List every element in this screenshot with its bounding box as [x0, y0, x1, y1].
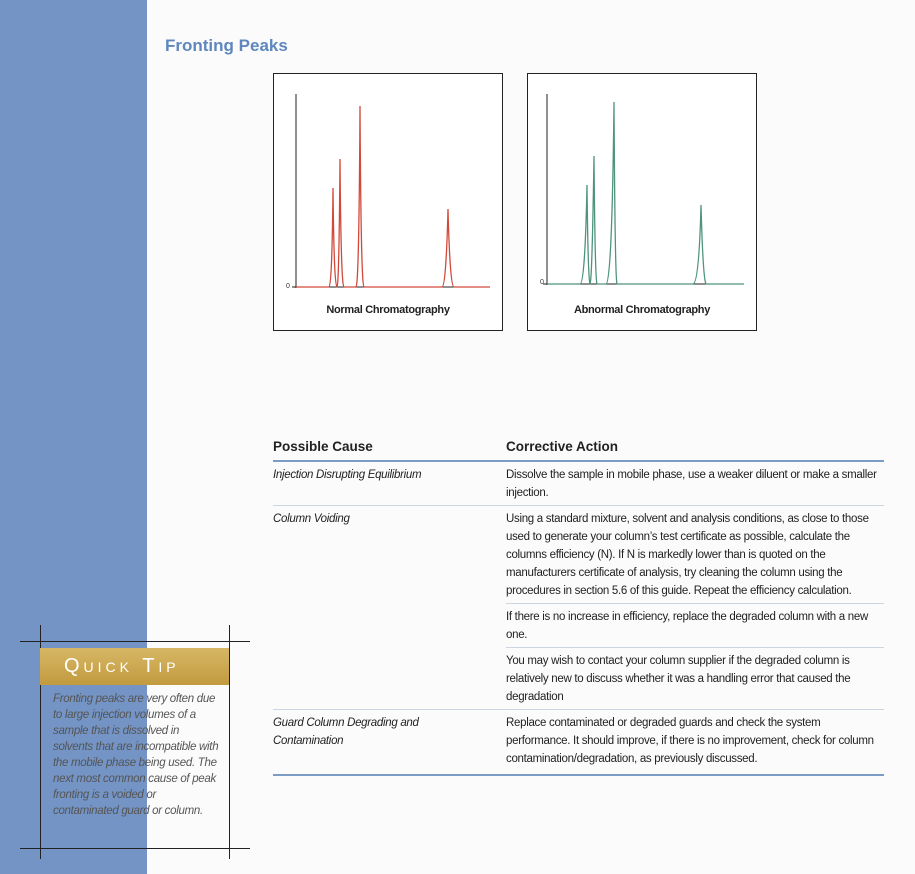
- side-strip: [0, 0, 147, 874]
- figure: 0 Normal Chromatography: [273, 73, 503, 331]
- column-header: Corrective Action: [506, 438, 884, 462]
- quick-tip-text: Fronting peaks are very often due to lar…: [53, 693, 219, 817]
- action: You may wish to contact your column supp…: [506, 647, 884, 710]
- axis-label: 0: [286, 283, 290, 290]
- cause: Guard Column Degrading and Contamination: [273, 709, 506, 776]
- crop-mark: [20, 641, 250, 642]
- quick-tip: Quick Tip Fronting peaks are very often …: [40, 648, 229, 819]
- action: Replace contaminated or degraded guards …: [506, 709, 884, 776]
- caption: Abnormal Chromatography: [573, 304, 711, 316]
- chromatogram: [543, 94, 744, 285]
- action: Dissolve the sample in mobile phase, use…: [506, 469, 877, 499]
- quick-tip-title: Quick Tip: [40, 648, 229, 685]
- troubleshooting-table: Possible Cause Corrective Action Injectio…: [273, 438, 884, 776]
- cause: Injection Disrupting Equilibrium: [273, 469, 422, 481]
- crop-mark: [40, 625, 41, 859]
- caption: Normal Chromatography: [326, 304, 450, 316]
- action: If there is no increase in efficiency, r…: [506, 603, 884, 648]
- axis-label: 0: [540, 279, 544, 286]
- figure: 0 Abnormal Chromatography: [527, 73, 757, 331]
- column-header: Possible Cause: [273, 438, 506, 462]
- crop-mark: [229, 625, 230, 859]
- action: Using a standard mixture, solvent and an…: [506, 505, 884, 604]
- chromatogram: [292, 94, 490, 288]
- title: Fronting Peaks: [165, 36, 288, 55]
- crop-mark: [20, 848, 250, 849]
- cause: Column Voiding: [273, 505, 506, 710]
